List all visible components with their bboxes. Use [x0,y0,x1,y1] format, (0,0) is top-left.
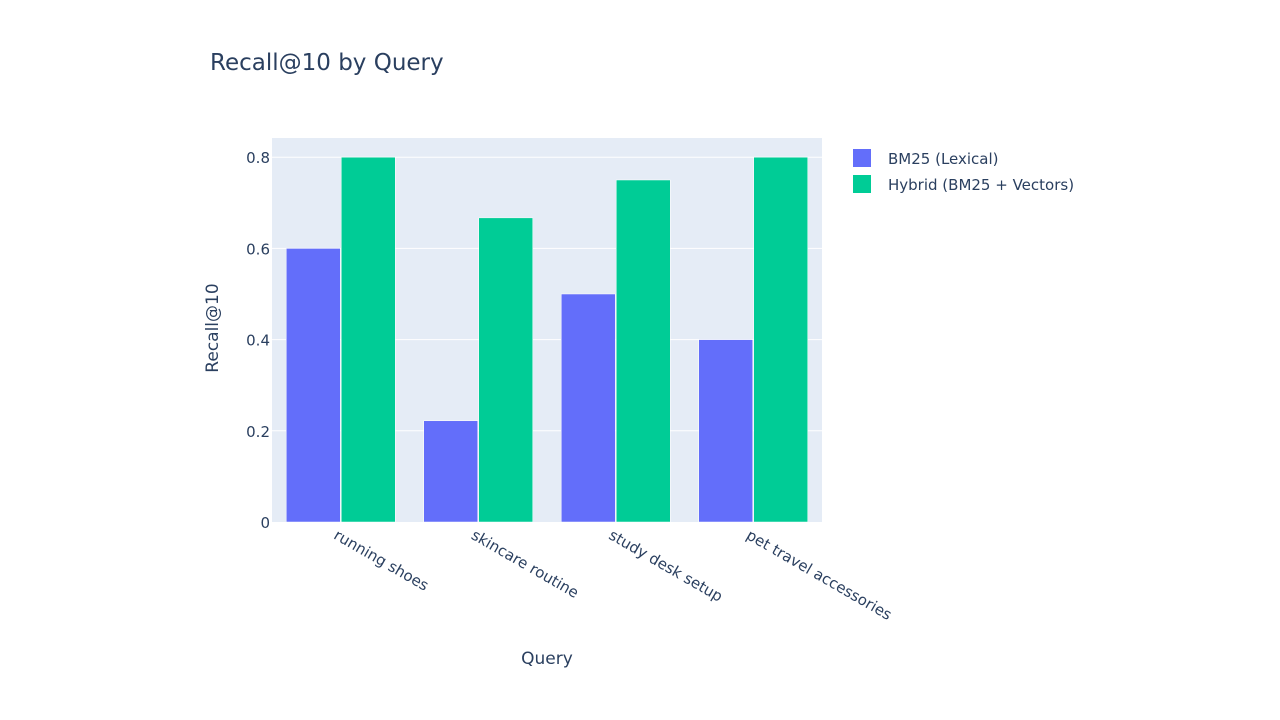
bar-hybrid [616,179,671,523]
y-tick-label: 0.2 [246,423,270,441]
bar-bm25 [423,420,478,523]
bar-bm25 [561,293,616,523]
bar-bm25 [698,339,753,523]
legend-label: BM25 (Lexical) [888,150,999,168]
y-axis-title: Recall@10 [203,283,223,372]
bar-hybrid [478,217,533,523]
y-tick-label: 0.4 [246,332,270,350]
x-tick-label: skincare routine [468,526,582,602]
x-tick-label: pet travel accessories [743,526,895,624]
x-tick-label: study desk setup [606,526,726,606]
x-axis-ticks: running shoes skincare routine study desk … [331,526,895,624]
bar-hybrid [753,156,808,523]
legend-label: Hybrid (BM25 + Vectors) [888,176,1074,194]
legend-swatch [853,149,871,167]
bar-bm25 [286,248,341,523]
y-tick-label: 0.6 [246,240,270,258]
y-tick-label: 0.8 [246,149,270,167]
y-tick-label: 0 [260,514,270,532]
bars [286,156,808,523]
x-axis-title: Query [521,649,573,669]
legend: BM25 (Lexical) Hybrid (BM25 + Vectors) [853,149,1074,194]
x-tick-label: running shoes [331,526,432,595]
chart-title: Recall@10 by Query [210,50,444,76]
bar-hybrid [341,156,396,523]
legend-swatch [853,175,871,193]
y-axis-ticks: 0 0.2 0.4 0.6 0.8 [246,149,270,532]
